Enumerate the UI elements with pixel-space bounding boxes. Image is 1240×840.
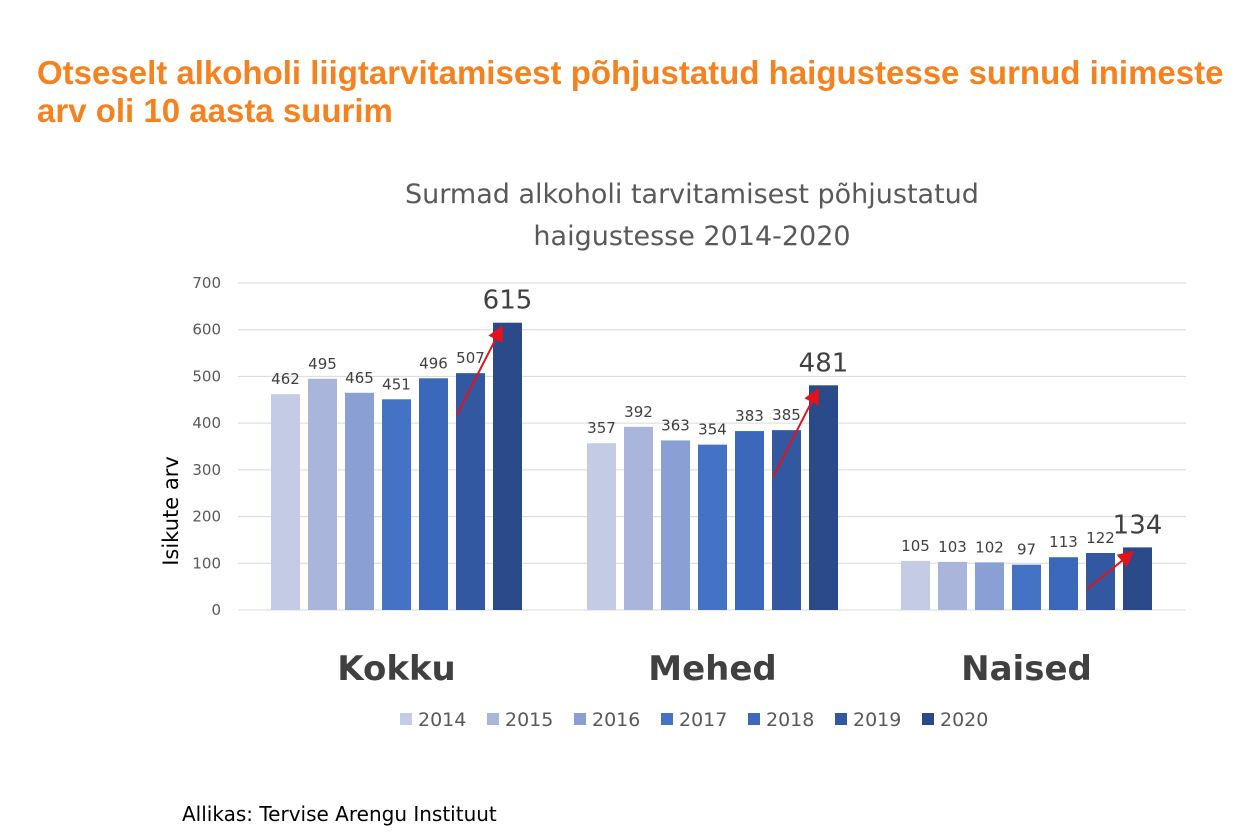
arrow-annotation <box>772 387 819 478</box>
data-label: 481 <box>799 348 849 378</box>
arrow-annotation <box>456 325 503 416</box>
data-label: 102 <box>975 538 1004 556</box>
category-label: Naised <box>961 649 1092 689</box>
data-label: 496 <box>419 354 448 372</box>
arrow-annotation <box>1086 550 1135 591</box>
bar <box>493 322 522 610</box>
data-label: 122 <box>1086 529 1115 547</box>
y-tick-label: 700 <box>192 274 221 292</box>
legend-label: 2020 <box>940 709 988 731</box>
legend-swatch <box>487 713 499 725</box>
y-tick-label: 100 <box>192 554 221 572</box>
category-label: Mehed <box>648 649 777 689</box>
bar <box>735 431 764 610</box>
bar <box>1012 564 1041 610</box>
data-label: 134 <box>1113 510 1163 540</box>
data-label: 383 <box>735 407 764 425</box>
legend-label: 2018 <box>766 709 814 731</box>
legend-swatch <box>748 713 760 725</box>
data-label: 465 <box>345 369 374 387</box>
y-tick-label: 0 <box>211 601 221 619</box>
data-label: 103 <box>938 538 967 556</box>
bar <box>382 399 411 610</box>
headline: Otseselt alkoholi liigtarvitamisest põhj… <box>37 54 1224 129</box>
data-label: 113 <box>1049 533 1078 551</box>
legend-label: 2014 <box>418 709 466 731</box>
legend-swatch <box>661 713 673 725</box>
data-label: 462 <box>271 370 300 388</box>
legend-label: 2017 <box>679 709 727 731</box>
data-label: 495 <box>308 355 337 373</box>
bars <box>271 322 1152 610</box>
category-labels: Kokku Mehed Naised <box>337 649 1092 689</box>
y-tick-label: 400 <box>192 414 221 432</box>
legend-label: 2016 <box>592 709 640 731</box>
bar <box>661 440 690 610</box>
bar <box>308 378 337 610</box>
category-label: Kokku <box>337 649 456 689</box>
bar <box>1049 557 1078 610</box>
chart-title-line-2: haigustesse 2014-2020 <box>533 221 850 252</box>
data-label: 357 <box>587 419 616 437</box>
data-label: 392 <box>624 403 653 421</box>
data-label: 451 <box>382 375 411 393</box>
bar <box>698 444 727 610</box>
bar <box>772 430 801 610</box>
bar <box>938 561 967 610</box>
bar <box>271 394 300 610</box>
bar <box>809 385 838 610</box>
bar <box>901 560 930 610</box>
legend-swatch <box>400 713 412 725</box>
chart-title-line-1: Surmad alkoholi tarvitamisest põhjustatu… <box>405 179 979 210</box>
bar <box>456 373 485 610</box>
bar <box>1086 553 1115 610</box>
data-label: 385 <box>772 406 801 424</box>
data-label: 97 <box>1017 541 1036 559</box>
legend-swatch <box>835 713 847 725</box>
y-tick-label: 300 <box>192 461 221 479</box>
y-axis-ticks: 0 100 200 300 400 500 600 700 <box>192 274 221 619</box>
data-labels: 462 495 465 451 496 507 615 357 392 363 354 383 385 4… <box>271 286 1162 559</box>
data-label: 363 <box>661 416 690 434</box>
y-tick-label: 600 <box>192 321 221 339</box>
y-tick-label: 500 <box>192 367 221 385</box>
data-label: 507 <box>456 349 485 367</box>
bar <box>345 392 374 610</box>
source-note: Allikas: Tervise Arengu Instituut <box>182 802 497 826</box>
annotation-arrows <box>456 325 1135 591</box>
bar <box>975 562 1004 610</box>
y-tick-label: 200 <box>192 508 221 526</box>
bar <box>419 378 448 610</box>
legend-swatch <box>922 713 934 725</box>
legend-swatch <box>574 713 586 725</box>
legend-label: 2015 <box>505 709 553 731</box>
data-label: 354 <box>698 421 727 439</box>
bar <box>587 443 616 610</box>
bar <box>624 426 653 610</box>
data-label: 615 <box>483 286 533 316</box>
legend: 2014 2015 2016 2017 2018 2019 2020 <box>400 709 988 731</box>
y-axis-label: Isikute arv <box>159 456 183 566</box>
data-label: 105 <box>901 537 930 555</box>
legend-label: 2019 <box>853 709 901 731</box>
